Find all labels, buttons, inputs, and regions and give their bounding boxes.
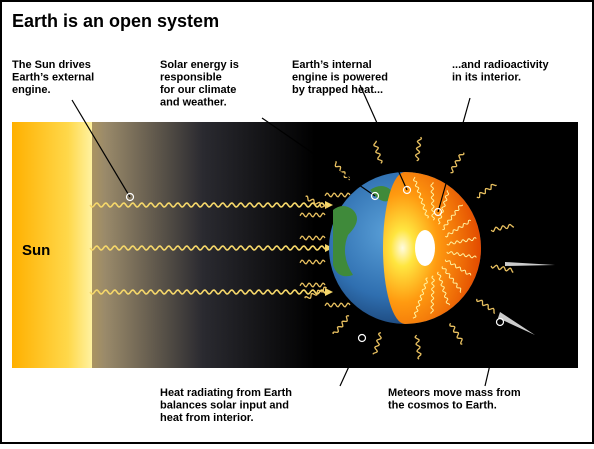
title: Earth is an open system — [12, 11, 219, 31]
label-line: Earth’s internal — [292, 59, 372, 71]
label-line: engine is powered — [292, 72, 388, 84]
label-line: Heat radiating from Earth — [160, 387, 292, 399]
label-line: Earth’s external — [12, 72, 94, 84]
diagram: Earth is an open system Sun The Sun driv… — [0, 0, 594, 444]
label-line: the cosmos to Earth. — [388, 400, 497, 412]
label-line: The Sun drives — [12, 59, 91, 71]
label-line: and weather. — [160, 97, 227, 109]
core — [415, 230, 435, 266]
label-line: for our climate — [160, 84, 236, 96]
sun-label: Sun — [22, 242, 50, 259]
label-line: in its interior. — [452, 72, 521, 84]
label-line: responsible — [160, 72, 222, 84]
label-line: heat from interior. — [160, 412, 254, 424]
label-line: Solar energy is — [160, 59, 239, 71]
label-line: ...and radioactivity — [452, 59, 549, 71]
label-line: Meteors move mass from — [388, 387, 521, 399]
label-line: by trapped heat... — [292, 84, 383, 96]
label-line: balances solar input and — [160, 400, 289, 412]
label-line: engine. — [12, 84, 51, 96]
